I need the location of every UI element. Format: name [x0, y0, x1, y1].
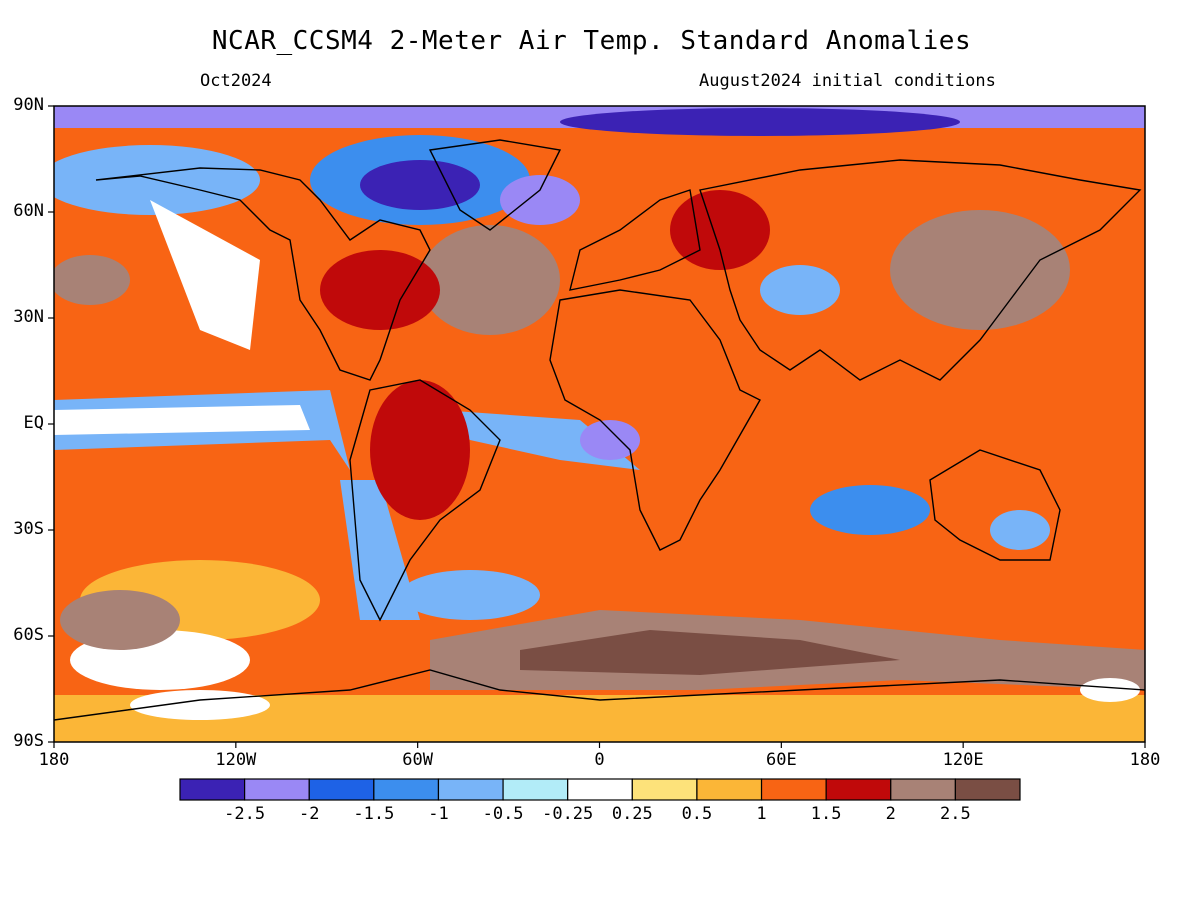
colorbar-label: 0.5 [682, 804, 713, 824]
initial-conditions-label: August2024 initial conditions [699, 71, 996, 91]
colorbar-label: -2 [299, 804, 319, 824]
colorbar-swatch [825, 778, 892, 801]
colorbar-label: -1 [428, 804, 448, 824]
colorbar-label: -2.5 [224, 804, 265, 824]
lat-label: 60N [13, 201, 44, 221]
lat-label: 90S [13, 731, 44, 751]
coastlines [54, 139, 1145, 721]
lat-label: 30N [13, 307, 44, 327]
colorbar-swatch [373, 778, 440, 801]
lat-label: 60S [13, 625, 44, 645]
colorbar-swatch [890, 778, 956, 801]
colorbar-swatch [308, 778, 375, 801]
colorbar-swatch [437, 778, 504, 801]
colorbar-swatch [502, 778, 569, 801]
colorbar-swatch [631, 778, 698, 801]
colorbar-swatch [696, 778, 763, 801]
colorbar-label: 0.25 [612, 804, 653, 824]
lon-label: 180 [38, 750, 70, 770]
colorbar-swatch [954, 778, 1021, 801]
lon-label: 120E [942, 750, 984, 770]
colorbar-label: 2 [886, 804, 896, 824]
colorbar-label: -0.25 [542, 804, 593, 824]
colorbar-swatch [244, 778, 310, 801]
anomaly-field [54, 106, 1145, 742]
colorbar: -2.5 -2 -1.5 -1 -0.5 -0.25 0.25 0.5 1 1.5 2 2.5 [179, 778, 1021, 824]
colorbar-label: 2.5 [940, 804, 971, 824]
lat-label: 30S [13, 519, 44, 539]
colorbar-swatch [567, 778, 633, 801]
axis-ticks [48, 105, 1146, 748]
valid-month-label: Oct2024 [200, 71, 272, 91]
lon-label: 0 [594, 750, 605, 770]
lon-label: 60E [765, 750, 797, 770]
lat-label: 90N [13, 95, 44, 115]
colorbar-swatch [760, 778, 827, 801]
colorbar-label: -0.5 [483, 804, 524, 824]
colorbar-swatch [179, 778, 246, 801]
map-title: NCAR_CCSM4 2-Meter Air Temp. Standard An… [211, 26, 972, 56]
colorbar-label: 1 [756, 804, 766, 824]
lon-label: 180 [1129, 750, 1161, 770]
lat-label: EQ [23, 413, 44, 433]
colorbar-label: 1.5 [811, 804, 842, 824]
colorbar-label: -1.5 [353, 804, 394, 824]
lon-label: 120W [215, 750, 257, 770]
lon-label: 60W [402, 750, 434, 770]
